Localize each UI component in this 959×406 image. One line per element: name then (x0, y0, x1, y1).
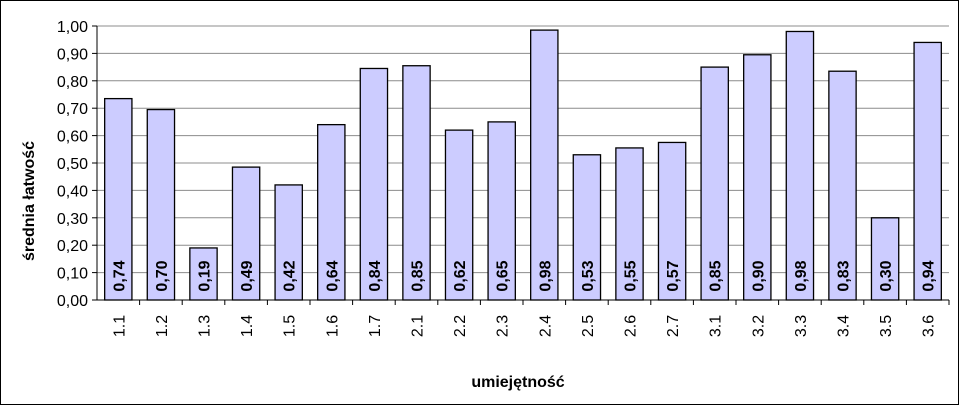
x-tick-label: 1.2 (154, 315, 171, 337)
bar-2.2 (444, 129, 474, 301)
y-tick-label: 0,80 (57, 74, 88, 91)
bar-1.5 (274, 184, 303, 301)
x-tick-label: 1.1 (111, 315, 128, 337)
data-label: 0,98 (793, 260, 810, 291)
bar-3.1 (700, 66, 729, 301)
bar-3.6 (913, 41, 942, 301)
y-tick-label: 0,60 (57, 129, 88, 146)
x-tick-label: 3.2 (750, 315, 767, 337)
x-axis-title: umiejętność (471, 374, 564, 391)
data-label: 0,53 (580, 260, 597, 291)
x-tick-label: 2.6 (623, 315, 640, 337)
data-label: 0,64 (324, 260, 341, 291)
x-tick-label: 1.6 (324, 315, 341, 337)
y-tick-label: 1,00 (57, 19, 88, 36)
data-label: 0,90 (750, 260, 767, 291)
labels: 0,00 0,10 0,20 0,30 0,40 0,50 0,60 0,70 0,80 0,90… (57, 19, 938, 337)
y-axis-title: średnia łatwość (21, 141, 38, 261)
data-label: 0,42 (282, 260, 299, 291)
data-label: 0,55 (623, 260, 640, 291)
bar-1.1 (104, 97, 133, 301)
data-label: 0,85 (708, 260, 725, 291)
y-tick-label: 0,10 (57, 266, 88, 283)
bar-1.6 (317, 123, 346, 301)
data-label: 0,70 (154, 260, 171, 291)
bar-3.2 (743, 54, 772, 301)
data-label: 0,94 (921, 260, 938, 291)
data-label: 0,30 (878, 260, 895, 291)
data-label: 0,74 (111, 260, 128, 291)
x-tick-label: 2.7 (665, 315, 682, 337)
y-tick-label: 0,20 (57, 238, 88, 255)
bars (104, 29, 942, 301)
data-label: 0,19 (197, 260, 214, 291)
bar-1.2 (146, 108, 176, 301)
x-tick-label: 2.2 (452, 315, 469, 337)
gridlines (97, 25, 949, 274)
y-tick-label: 0,00 (57, 293, 88, 310)
data-label: 0,49 (239, 260, 256, 291)
x-tick-label: 3.6 (921, 315, 938, 337)
x-tick-label: 1.7 (367, 315, 384, 337)
x-tick-label: 3.1 (708, 315, 725, 337)
x-tick-label: 2.5 (580, 315, 597, 337)
y-tick-label: 0,70 (57, 101, 88, 118)
bar-2.3 (487, 121, 516, 301)
y-tick-label: 0,40 (57, 183, 88, 200)
data-label: 0,98 (537, 260, 554, 291)
bar-1.4 (231, 166, 261, 301)
x-tick-label: 2.3 (495, 315, 512, 337)
data-label: 0,83 (836, 260, 853, 291)
y-tick-label: 0,30 (57, 211, 88, 228)
x-tick-label: 3.5 (878, 315, 895, 337)
data-label: 0,57 (665, 260, 682, 291)
bar-2.6 (615, 147, 644, 301)
y-tick-label: 0,50 (57, 156, 88, 173)
data-label: 0,62 (452, 260, 469, 291)
x-tick-label: 1.4 (239, 315, 256, 337)
bar-3.3 (785, 30, 815, 301)
x-tick-label: 1.3 (197, 315, 214, 337)
x-tick-label: 2.1 (410, 315, 427, 337)
axes (92, 25, 950, 305)
x-tick-label: 1.5 (282, 315, 299, 337)
x-tick-label: 3.4 (836, 315, 853, 337)
bar-1.7 (359, 67, 389, 301)
bar-2.4 (530, 29, 559, 301)
data-label: 0,84 (367, 260, 384, 291)
bar-2.7 (657, 141, 687, 301)
data-label: 0,65 (495, 260, 512, 291)
x-tick-label: 2.4 (537, 315, 554, 337)
data-label: 0,85 (410, 260, 427, 291)
x-tick-label: 3.3 (793, 315, 810, 337)
y-tick-label: 0,90 (57, 46, 88, 63)
